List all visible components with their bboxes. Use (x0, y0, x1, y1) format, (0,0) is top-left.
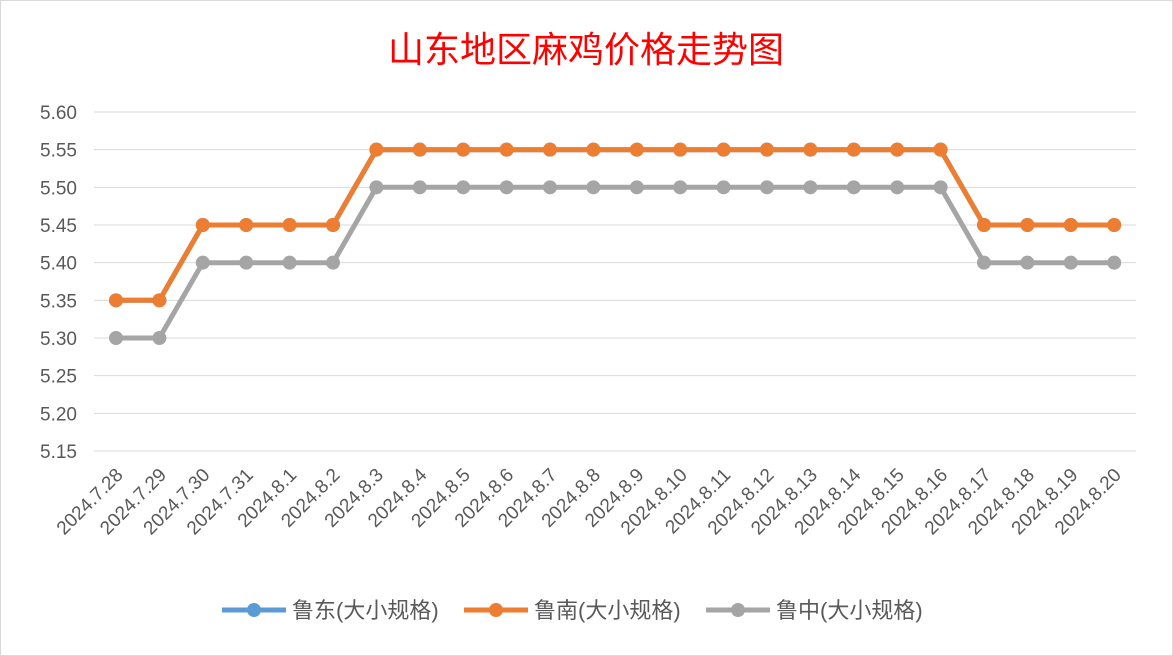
data-point (1063, 255, 1078, 270)
data-point (629, 180, 644, 195)
legend-marker (247, 603, 261, 617)
legend-entry: 鲁东(大小规格) (222, 598, 439, 623)
legend-marker (489, 603, 503, 617)
data-point (629, 142, 644, 157)
data-point (239, 255, 254, 270)
legend-label: 鲁中(大小规格) (776, 598, 923, 623)
data-point (586, 142, 601, 157)
data-point (890, 180, 905, 195)
data-point (152, 293, 167, 308)
data-point (846, 180, 861, 195)
y-tick-label: 5.15 (40, 442, 77, 463)
data-point (760, 180, 774, 195)
data-point (499, 142, 514, 157)
data-point (673, 180, 688, 195)
legend-marker (731, 603, 745, 617)
data-point (977, 218, 991, 232)
data-point (326, 255, 340, 270)
series-2 (109, 180, 1122, 345)
legend-label: 鲁东(大小规格) (292, 598, 439, 623)
data-point (499, 180, 514, 195)
series-1 (109, 142, 1122, 308)
data-point (456, 180, 471, 195)
data-point (239, 218, 254, 232)
data-point (1107, 218, 1122, 232)
data-point (195, 255, 210, 270)
data-point (1107, 255, 1122, 270)
data-point (543, 142, 557, 157)
y-tick-label: 5.35 (40, 291, 77, 312)
data-point (326, 218, 340, 232)
data-point (933, 180, 948, 195)
y-axis-tick-labels: 5.15 5.20 5.25 5.30 5.35 5.40 5.45 5.50 5.55 5.60 (40, 103, 77, 463)
data-point (716, 142, 731, 157)
data-point (1020, 255, 1035, 270)
data-point (195, 218, 210, 232)
chart-title: 山东地区麻鸡价格走势图 (388, 30, 784, 71)
y-tick-label: 5.20 (40, 404, 77, 425)
legend-entry: 鲁南(大小规格) (464, 598, 681, 623)
series-line (116, 147, 1115, 303)
y-tick-label: 5.60 (40, 103, 77, 124)
y-tick-label: 5.55 (40, 141, 77, 162)
y-tick-label: 5.25 (40, 367, 77, 388)
data-point (282, 218, 297, 232)
legend-entry: 鲁中(大小规格) (706, 598, 923, 623)
data-point (803, 180, 818, 195)
y-tick-label: 5.30 (40, 329, 77, 350)
series-line (116, 184, 1115, 341)
data-point (412, 180, 427, 195)
data-point (1063, 218, 1078, 232)
legend: 鲁东(大小规格) 鲁南(大小规格) 鲁中(大小规格) (222, 598, 923, 623)
data-point (456, 142, 471, 157)
data-point (109, 293, 123, 308)
data-point (673, 142, 688, 157)
data-point (369, 142, 384, 157)
y-tick-label: 5.45 (40, 216, 77, 237)
data-point (716, 180, 731, 195)
y-tick-label: 5.40 (40, 254, 77, 275)
data-point (933, 142, 948, 157)
data-point (543, 180, 557, 195)
data-point (803, 142, 818, 157)
data-point (412, 142, 427, 157)
data-point (152, 331, 167, 345)
data-point (760, 142, 774, 157)
data-point (586, 180, 601, 195)
data-point (109, 331, 123, 345)
data-point (369, 180, 384, 195)
data-point (282, 255, 297, 270)
y-tick-label: 5.50 (40, 178, 77, 199)
data-point (846, 142, 861, 157)
legend-label: 鲁南(大小规格) (534, 598, 681, 623)
series-lines (109, 142, 1122, 345)
data-point (890, 142, 905, 157)
data-point (1020, 218, 1035, 232)
data-point (977, 255, 991, 270)
